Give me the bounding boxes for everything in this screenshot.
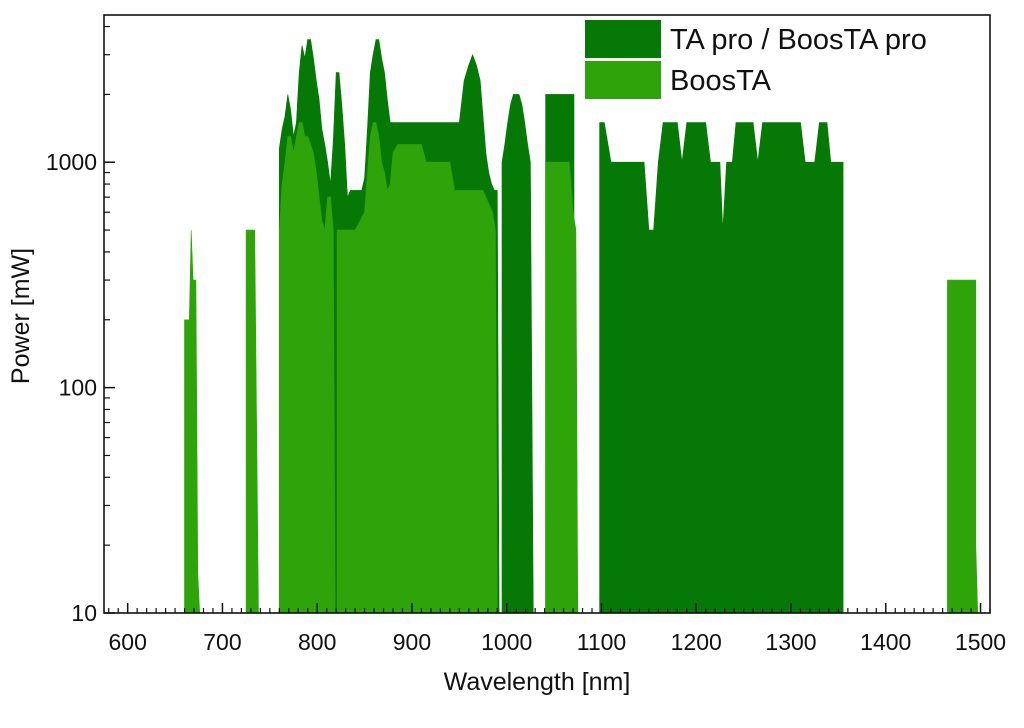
- x-minor-ticks: [108, 608, 991, 613]
- legend-swatch-boosta: [585, 61, 661, 99]
- area-segment-ta-pro-boosta-pro-2: [501, 94, 534, 614]
- series-layer: [184, 39, 979, 614]
- axes-layer: 600 700 800 900 1000 1100 1200 1300 1400 1500 10 10…: [7, 25, 1006, 696]
- x-tick-label-700: 700: [203, 629, 241, 655]
- series-boosta: [184, 122, 979, 614]
- x-tick-label-1100: 1100: [577, 629, 626, 655]
- x-tick-label-600: 600: [109, 629, 147, 655]
- x-tick-label-1200: 1200: [671, 629, 722, 655]
- legend: TA pro / BoosTA pro BoosTA: [585, 20, 927, 99]
- y-tick-label-100: 100: [59, 375, 97, 401]
- legend-label-ta-pro-boosta-pro: TA pro / BoosTA pro: [670, 24, 927, 56]
- area-segment-boosta-2: [245, 229, 259, 614]
- area-segment-boosta-5: [947, 279, 979, 614]
- x-tick-label-1400: 1400: [860, 629, 911, 655]
- area-segment-boosta-4: [545, 161, 579, 614]
- x-tick-label-800: 800: [298, 629, 336, 655]
- x-tick-label-900: 900: [393, 629, 431, 655]
- y-axis-title: Power [mW]: [7, 248, 35, 384]
- x-tick-label-1300: 1300: [765, 629, 816, 655]
- x-tick-label-1500: 1500: [955, 629, 1006, 655]
- area-segment-boosta-3: [278, 122, 498, 614]
- area-segment-ta-pro-boosta-pro-4: [599, 122, 844, 614]
- x-axis-title: Wavelength [nm]: [444, 668, 631, 696]
- y-tick-label-1000: 1000: [46, 149, 97, 175]
- x-tick-label-1000: 1000: [481, 629, 532, 655]
- area-segment-boosta-1: [184, 230, 201, 614]
- plot-frame: [103, 14, 991, 614]
- legend-label-boosta: BoosTA: [670, 65, 772, 97]
- y-tick-label-10: 10: [71, 600, 97, 626]
- legend-swatch-ta-pro-boosta-pro: [585, 20, 661, 58]
- y-minor-ticks: [104, 25, 110, 546]
